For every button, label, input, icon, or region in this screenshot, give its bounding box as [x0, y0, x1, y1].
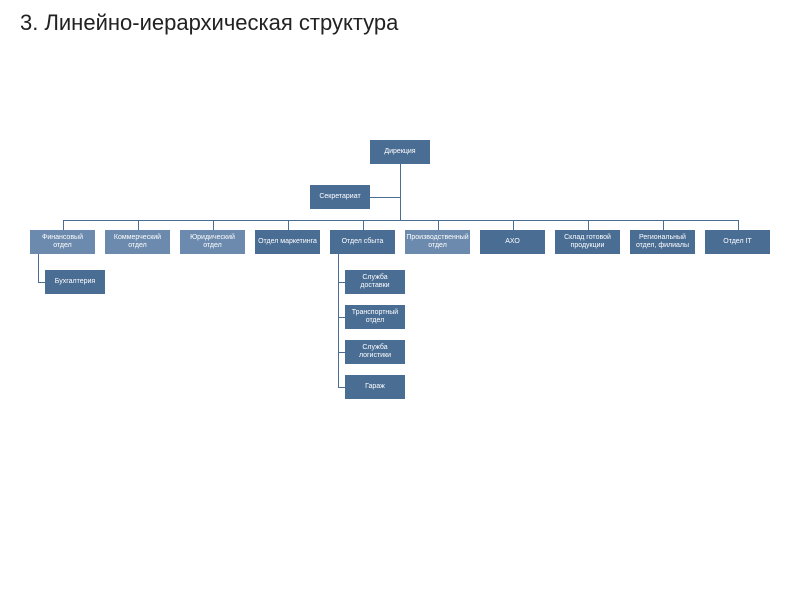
node-axo: АХО — [480, 230, 545, 254]
node-it: Отдел IT — [705, 230, 770, 254]
node-delivery: Служба доставки — [345, 270, 405, 294]
node-warehouse: Склад готовой продукции — [555, 230, 620, 254]
node-logistics: Служба логистики — [345, 340, 405, 364]
node-marketing: Отдел маркетинга — [255, 230, 320, 254]
node-accounting: Бухгалтерия — [45, 270, 105, 294]
node-finance: Финансовый отдел — [30, 230, 95, 254]
node-direction: Дирекция — [370, 140, 430, 164]
node-transport: Транспортный отдел — [345, 305, 405, 329]
node-regional: Региональный отдел, филиалы — [630, 230, 695, 254]
page-title: 3. Линейно-иерархическая структура — [20, 10, 398, 36]
node-legal: Юридический отдел — [180, 230, 245, 254]
node-secretariat: Секретариат — [310, 185, 370, 209]
node-sales: Отдел сбыта — [330, 230, 395, 254]
node-garage: Гараж — [345, 375, 405, 399]
node-commercial: Коммерческий отдел — [105, 230, 170, 254]
node-production: Производственный отдел — [405, 230, 470, 254]
